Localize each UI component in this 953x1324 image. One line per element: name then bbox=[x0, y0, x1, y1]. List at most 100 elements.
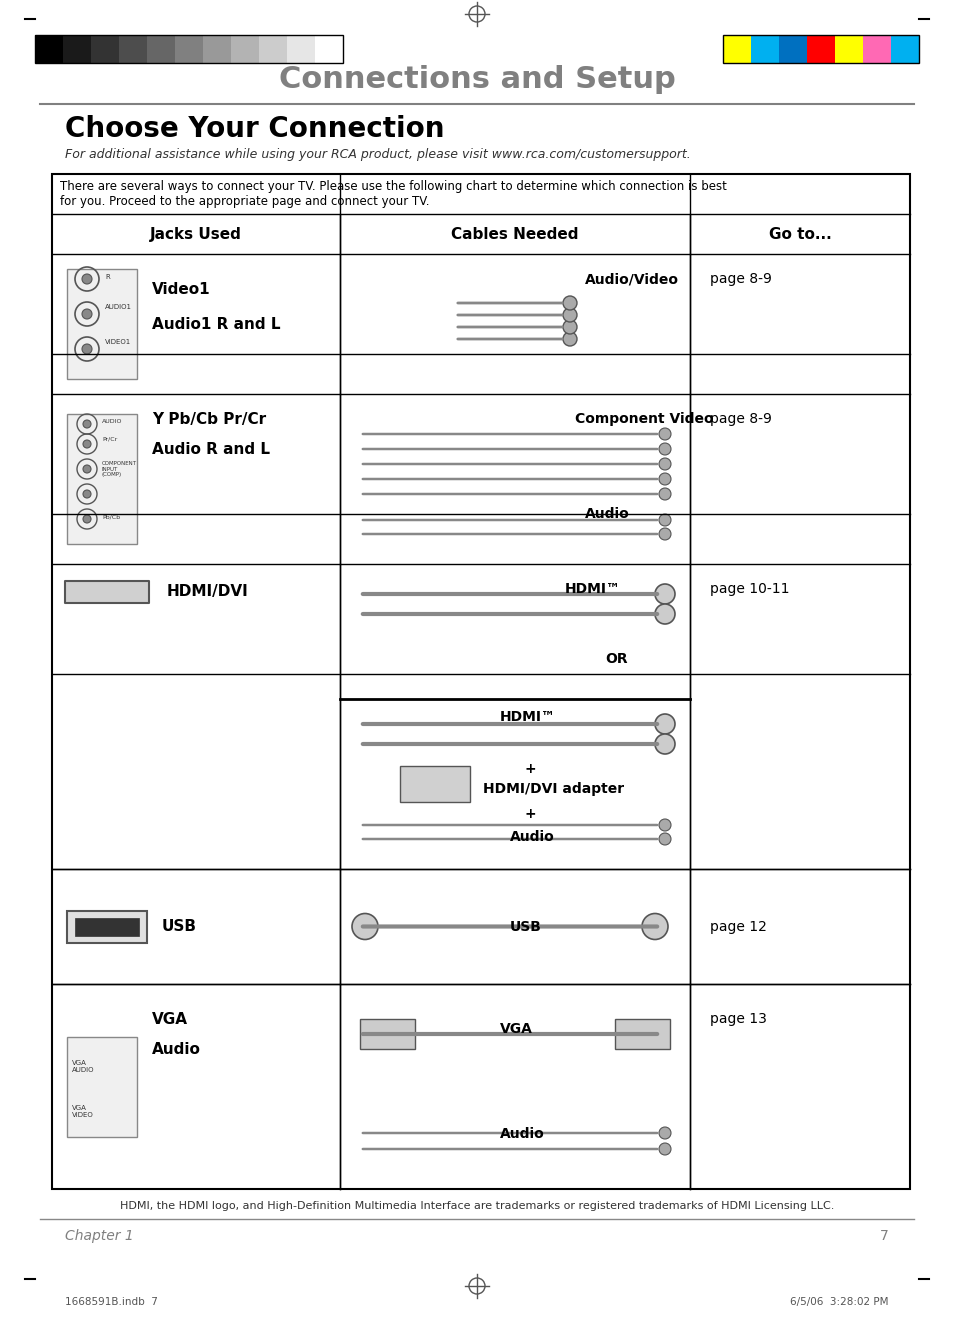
Circle shape bbox=[659, 489, 670, 500]
Bar bbox=[147, 34, 174, 64]
Bar bbox=[750, 34, 779, 64]
Text: page 13: page 13 bbox=[709, 1012, 766, 1026]
Bar bbox=[779, 34, 806, 64]
Text: Audio: Audio bbox=[499, 1127, 544, 1141]
Text: HDMI, the HDMI logo, and High-Definition Multimedia Interface are trademarks or : HDMI, the HDMI logo, and High-Definition… bbox=[120, 1201, 833, 1211]
Bar bbox=[314, 34, 343, 64]
Bar bbox=[65, 580, 149, 602]
Circle shape bbox=[659, 1143, 670, 1155]
Circle shape bbox=[659, 820, 670, 831]
Bar bbox=[722, 34, 918, 64]
Text: AUDIO1: AUDIO1 bbox=[105, 305, 132, 310]
Circle shape bbox=[83, 420, 91, 428]
Circle shape bbox=[83, 440, 91, 448]
Text: +: + bbox=[524, 763, 536, 776]
Circle shape bbox=[562, 332, 577, 346]
Text: HDMI/DVI adapter: HDMI/DVI adapter bbox=[482, 782, 623, 796]
Text: Audio: Audio bbox=[510, 830, 554, 843]
Circle shape bbox=[655, 714, 675, 733]
Text: Y Pb/Cb Pr/Cr: Y Pb/Cb Pr/Cr bbox=[152, 412, 266, 426]
Circle shape bbox=[562, 308, 577, 322]
Bar bbox=[63, 34, 91, 64]
Text: VGA
VIDEO: VGA VIDEO bbox=[71, 1106, 93, 1117]
Circle shape bbox=[659, 473, 670, 485]
Circle shape bbox=[659, 444, 670, 455]
Text: Go to...: Go to... bbox=[768, 226, 830, 241]
Bar bbox=[722, 34, 750, 64]
Bar bbox=[359, 1019, 415, 1049]
Bar bbox=[75, 918, 139, 936]
Bar bbox=[35, 34, 63, 64]
Text: VGA: VGA bbox=[152, 1012, 188, 1026]
Text: VGA: VGA bbox=[499, 1022, 533, 1035]
Text: HDMI™: HDMI™ bbox=[499, 710, 556, 724]
Circle shape bbox=[83, 465, 91, 473]
Bar bbox=[67, 911, 147, 943]
Text: AUDIO: AUDIO bbox=[102, 418, 122, 424]
Bar bbox=[91, 34, 119, 64]
Circle shape bbox=[82, 308, 91, 319]
Circle shape bbox=[655, 604, 675, 624]
Bar bbox=[399, 767, 470, 802]
Circle shape bbox=[352, 914, 377, 940]
Circle shape bbox=[562, 320, 577, 334]
Text: Pr/Cr: Pr/Cr bbox=[102, 437, 117, 441]
Circle shape bbox=[82, 274, 91, 285]
Circle shape bbox=[655, 733, 675, 753]
Text: +: + bbox=[524, 808, 536, 821]
Text: page 8-9: page 8-9 bbox=[709, 271, 771, 286]
Text: For additional assistance while using your RCA product, please visit www.rca.com: For additional assistance while using yo… bbox=[65, 147, 690, 160]
Bar bbox=[52, 173, 909, 214]
Circle shape bbox=[655, 584, 675, 604]
Text: HDMI/DVI: HDMI/DVI bbox=[167, 584, 249, 598]
Text: Audio1 R and L: Audio1 R and L bbox=[152, 316, 280, 331]
Circle shape bbox=[659, 428, 670, 440]
Text: Pb/Cb: Pb/Cb bbox=[102, 515, 120, 519]
Bar bbox=[862, 34, 890, 64]
Bar bbox=[834, 34, 862, 64]
Text: VGA
AUDIO: VGA AUDIO bbox=[71, 1061, 94, 1072]
Text: 7: 7 bbox=[880, 1229, 888, 1243]
Circle shape bbox=[659, 1127, 670, 1139]
Text: Audio R and L: Audio R and L bbox=[152, 441, 270, 457]
Circle shape bbox=[83, 515, 91, 523]
Bar bbox=[119, 34, 147, 64]
Text: HDMI™: HDMI™ bbox=[564, 583, 620, 596]
Text: 6/5/06  3:28:02 PM: 6/5/06 3:28:02 PM bbox=[790, 1298, 888, 1307]
Text: page 8-9: page 8-9 bbox=[709, 412, 771, 426]
Text: Audio: Audio bbox=[584, 507, 629, 522]
Bar bbox=[287, 34, 314, 64]
Circle shape bbox=[659, 514, 670, 526]
Text: COMPONENT
INPUT
(COMP): COMPONENT INPUT (COMP) bbox=[102, 461, 137, 477]
Bar bbox=[67, 414, 137, 544]
Text: Chapter 1: Chapter 1 bbox=[65, 1229, 133, 1243]
Bar bbox=[67, 269, 137, 379]
Bar bbox=[174, 34, 203, 64]
Text: R: R bbox=[105, 274, 110, 279]
Circle shape bbox=[83, 490, 91, 498]
Circle shape bbox=[641, 914, 667, 940]
Text: OR: OR bbox=[604, 651, 627, 666]
Bar bbox=[615, 1019, 669, 1049]
Text: page 10-11: page 10-11 bbox=[709, 583, 789, 596]
Bar bbox=[52, 173, 909, 1189]
Text: Component Video: Component Video bbox=[575, 412, 713, 426]
Bar bbox=[890, 34, 918, 64]
Text: Cables Needed: Cables Needed bbox=[451, 226, 578, 241]
Text: Audio: Audio bbox=[152, 1042, 201, 1057]
Circle shape bbox=[562, 297, 577, 310]
Text: Audio/Video: Audio/Video bbox=[584, 271, 679, 286]
Bar bbox=[67, 1037, 137, 1136]
Bar bbox=[806, 34, 834, 64]
Text: Connections and Setup: Connections and Setup bbox=[278, 65, 675, 94]
Text: There are several ways to connect your TV. Please use the following chart to det: There are several ways to connect your T… bbox=[60, 180, 726, 208]
Text: USB: USB bbox=[162, 919, 196, 933]
Text: Jacks Used: Jacks Used bbox=[150, 226, 242, 241]
Circle shape bbox=[659, 528, 670, 540]
Bar bbox=[35, 34, 343, 64]
Bar bbox=[203, 34, 231, 64]
Text: Choose Your Connection: Choose Your Connection bbox=[65, 115, 444, 143]
Text: VIDEO1: VIDEO1 bbox=[105, 339, 132, 346]
Circle shape bbox=[82, 344, 91, 354]
Text: USB: USB bbox=[510, 919, 541, 933]
